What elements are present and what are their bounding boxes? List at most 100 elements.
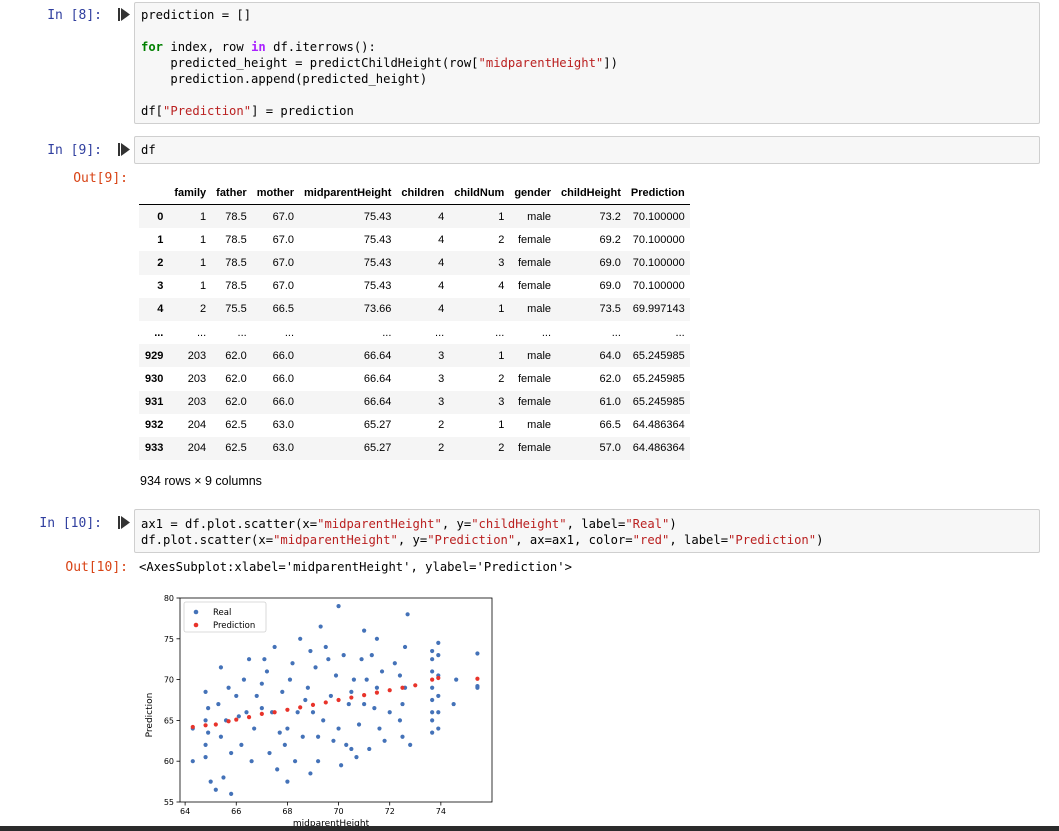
- real-point: [310, 710, 316, 715]
- real-point: [356, 722, 362, 727]
- table-cell: 62.0: [225, 349, 247, 362]
- real-point: [300, 734, 305, 739]
- real-point: [349, 746, 354, 752]
- table-cell: 57.0: [599, 442, 621, 455]
- table-row: 1 1 78.5 67.0 75.43 4 2 female 69.2 70.100000: [139, 228, 690, 251]
- table-header-cell: midparentHeight: [299, 182, 397, 205]
- real-point: [402, 644, 408, 650]
- prediction-point: [413, 683, 418, 688]
- legend-entry: Prediction: [213, 621, 255, 631]
- real-point: [213, 787, 218, 792]
- real-point: [203, 718, 208, 723]
- real-point: [272, 644, 277, 650]
- run-cell-8-icon[interactable]: [118, 8, 130, 21]
- real-point: [190, 759, 195, 764]
- table-cell: ...: [675, 326, 685, 339]
- real-point: [285, 779, 290, 784]
- real-point: [400, 734, 405, 739]
- table-cell: 4: [438, 210, 445, 223]
- legend-marker: [193, 622, 199, 628]
- real-point: [292, 759, 298, 764]
- table-row: 932 204 62.5 63.0 65.27 2 1 male 66.5 64.486364: [139, 414, 690, 437]
- table-cell: 65.245985: [632, 349, 685, 362]
- real-point: [262, 657, 267, 662]
- prediction-point: [323, 700, 328, 705]
- real-point: [359, 657, 364, 662]
- real-point: [254, 693, 259, 699]
- real-point: [374, 636, 380, 641]
- cell-10-prompt: In [10]:: [39, 516, 102, 531]
- table-cell: 75.43: [363, 256, 392, 269]
- table-cell: 69.0: [599, 256, 621, 269]
- table-cell: 3: [438, 372, 445, 385]
- bottom-bar: [0, 826, 1059, 831]
- table-row: 929 203 62.0 66.0 66.64 3 1 male 64.0 65.245985: [139, 344, 690, 368]
- x-tick-label: 66: [231, 807, 241, 816]
- real-point: [246, 657, 252, 662]
- cell-10-code: ax1 = df.plot.scatter(x="midparentHeight…: [141, 517, 824, 547]
- real-point: [303, 697, 308, 703]
- run-cell-9-icon[interactable]: [118, 143, 130, 156]
- table-cell: 63.0: [272, 419, 294, 432]
- legend-marker: [193, 609, 199, 615]
- table-cell: 4: [498, 280, 505, 293]
- table-header-cell: childHeight: [556, 182, 626, 205]
- real-point: [229, 791, 234, 796]
- table-cell: female: [517, 280, 552, 293]
- real-point: [277, 730, 282, 735]
- prediction-point: [430, 677, 435, 682]
- run-cell-10-icon[interactable]: [118, 516, 130, 529]
- table-header-row: family father mother midparentHeight childre…: [139, 182, 690, 205]
- real-point: [331, 738, 336, 743]
- real-point: [315, 759, 321, 764]
- cell-8-input[interactable]: prediction = [] for index, row in df.ite…: [134, 2, 1040, 124]
- cell-10-out-prompt: Out[10]:: [65, 560, 128, 575]
- table-cell: 2: [438, 419, 445, 432]
- real-point: [208, 779, 213, 784]
- real-point: [328, 693, 333, 699]
- table-cell: ...: [541, 326, 552, 339]
- cell-8-prompt: In [8]:: [47, 8, 102, 23]
- table-row: 933 204 62.5 63.0 65.27 2 2 female 57.0 64.486364: [139, 436, 690, 461]
- prediction-point: [272, 710, 277, 715]
- real-point: [275, 767, 280, 772]
- dataframe-table: family father mother midparentHeight childre…: [139, 182, 690, 461]
- real-point: [308, 771, 313, 776]
- table-cell: 67.0: [272, 256, 294, 269]
- real-point: [249, 759, 254, 764]
- real-point: [367, 746, 372, 752]
- real-point: [374, 685, 380, 690]
- table-cell: 66.64: [363, 349, 392, 362]
- real-point: [287, 677, 293, 682]
- real-point: [252, 726, 257, 731]
- table-cell: 66.64: [363, 372, 392, 385]
- table-cell: 62.0: [599, 372, 621, 385]
- table-cell: 62.0: [225, 396, 247, 409]
- table-cell: 64.486364: [632, 419, 685, 432]
- table-cell: ...: [611, 326, 621, 339]
- prediction-point: [259, 711, 264, 716]
- real-point: [318, 624, 323, 629]
- table-cell: 66.5: [272, 303, 294, 316]
- real-point: [229, 750, 234, 756]
- table-cell: 4: [438, 256, 445, 269]
- real-point: [241, 677, 247, 682]
- table-cell: 1: [200, 233, 207, 246]
- real-point: [346, 701, 351, 707]
- table-cell: 66.0: [272, 372, 294, 385]
- cell-10-input[interactable]: ax1 = df.plot.scatter(x="midparentHeight…: [134, 509, 1040, 553]
- table-cell: 67.0: [272, 233, 294, 246]
- table-cell: 2: [200, 303, 207, 316]
- table-cell: 65.27: [363, 419, 392, 432]
- cell-9-input[interactable]: df: [134, 136, 1040, 164]
- table-cell: 64.486364: [632, 442, 685, 455]
- real-point: [362, 628, 367, 633]
- table-header-cell: gender: [509, 182, 557, 205]
- real-point: [236, 714, 241, 719]
- row-index: 932: [145, 419, 164, 432]
- prediction-point: [298, 705, 303, 710]
- table-row: 3 1 78.5 67.0 75.43 4 4 female 69.0 70.100000: [139, 275, 690, 298]
- table-cell: 203: [187, 372, 207, 385]
- real-point: [323, 644, 328, 650]
- real-point: [206, 730, 211, 735]
